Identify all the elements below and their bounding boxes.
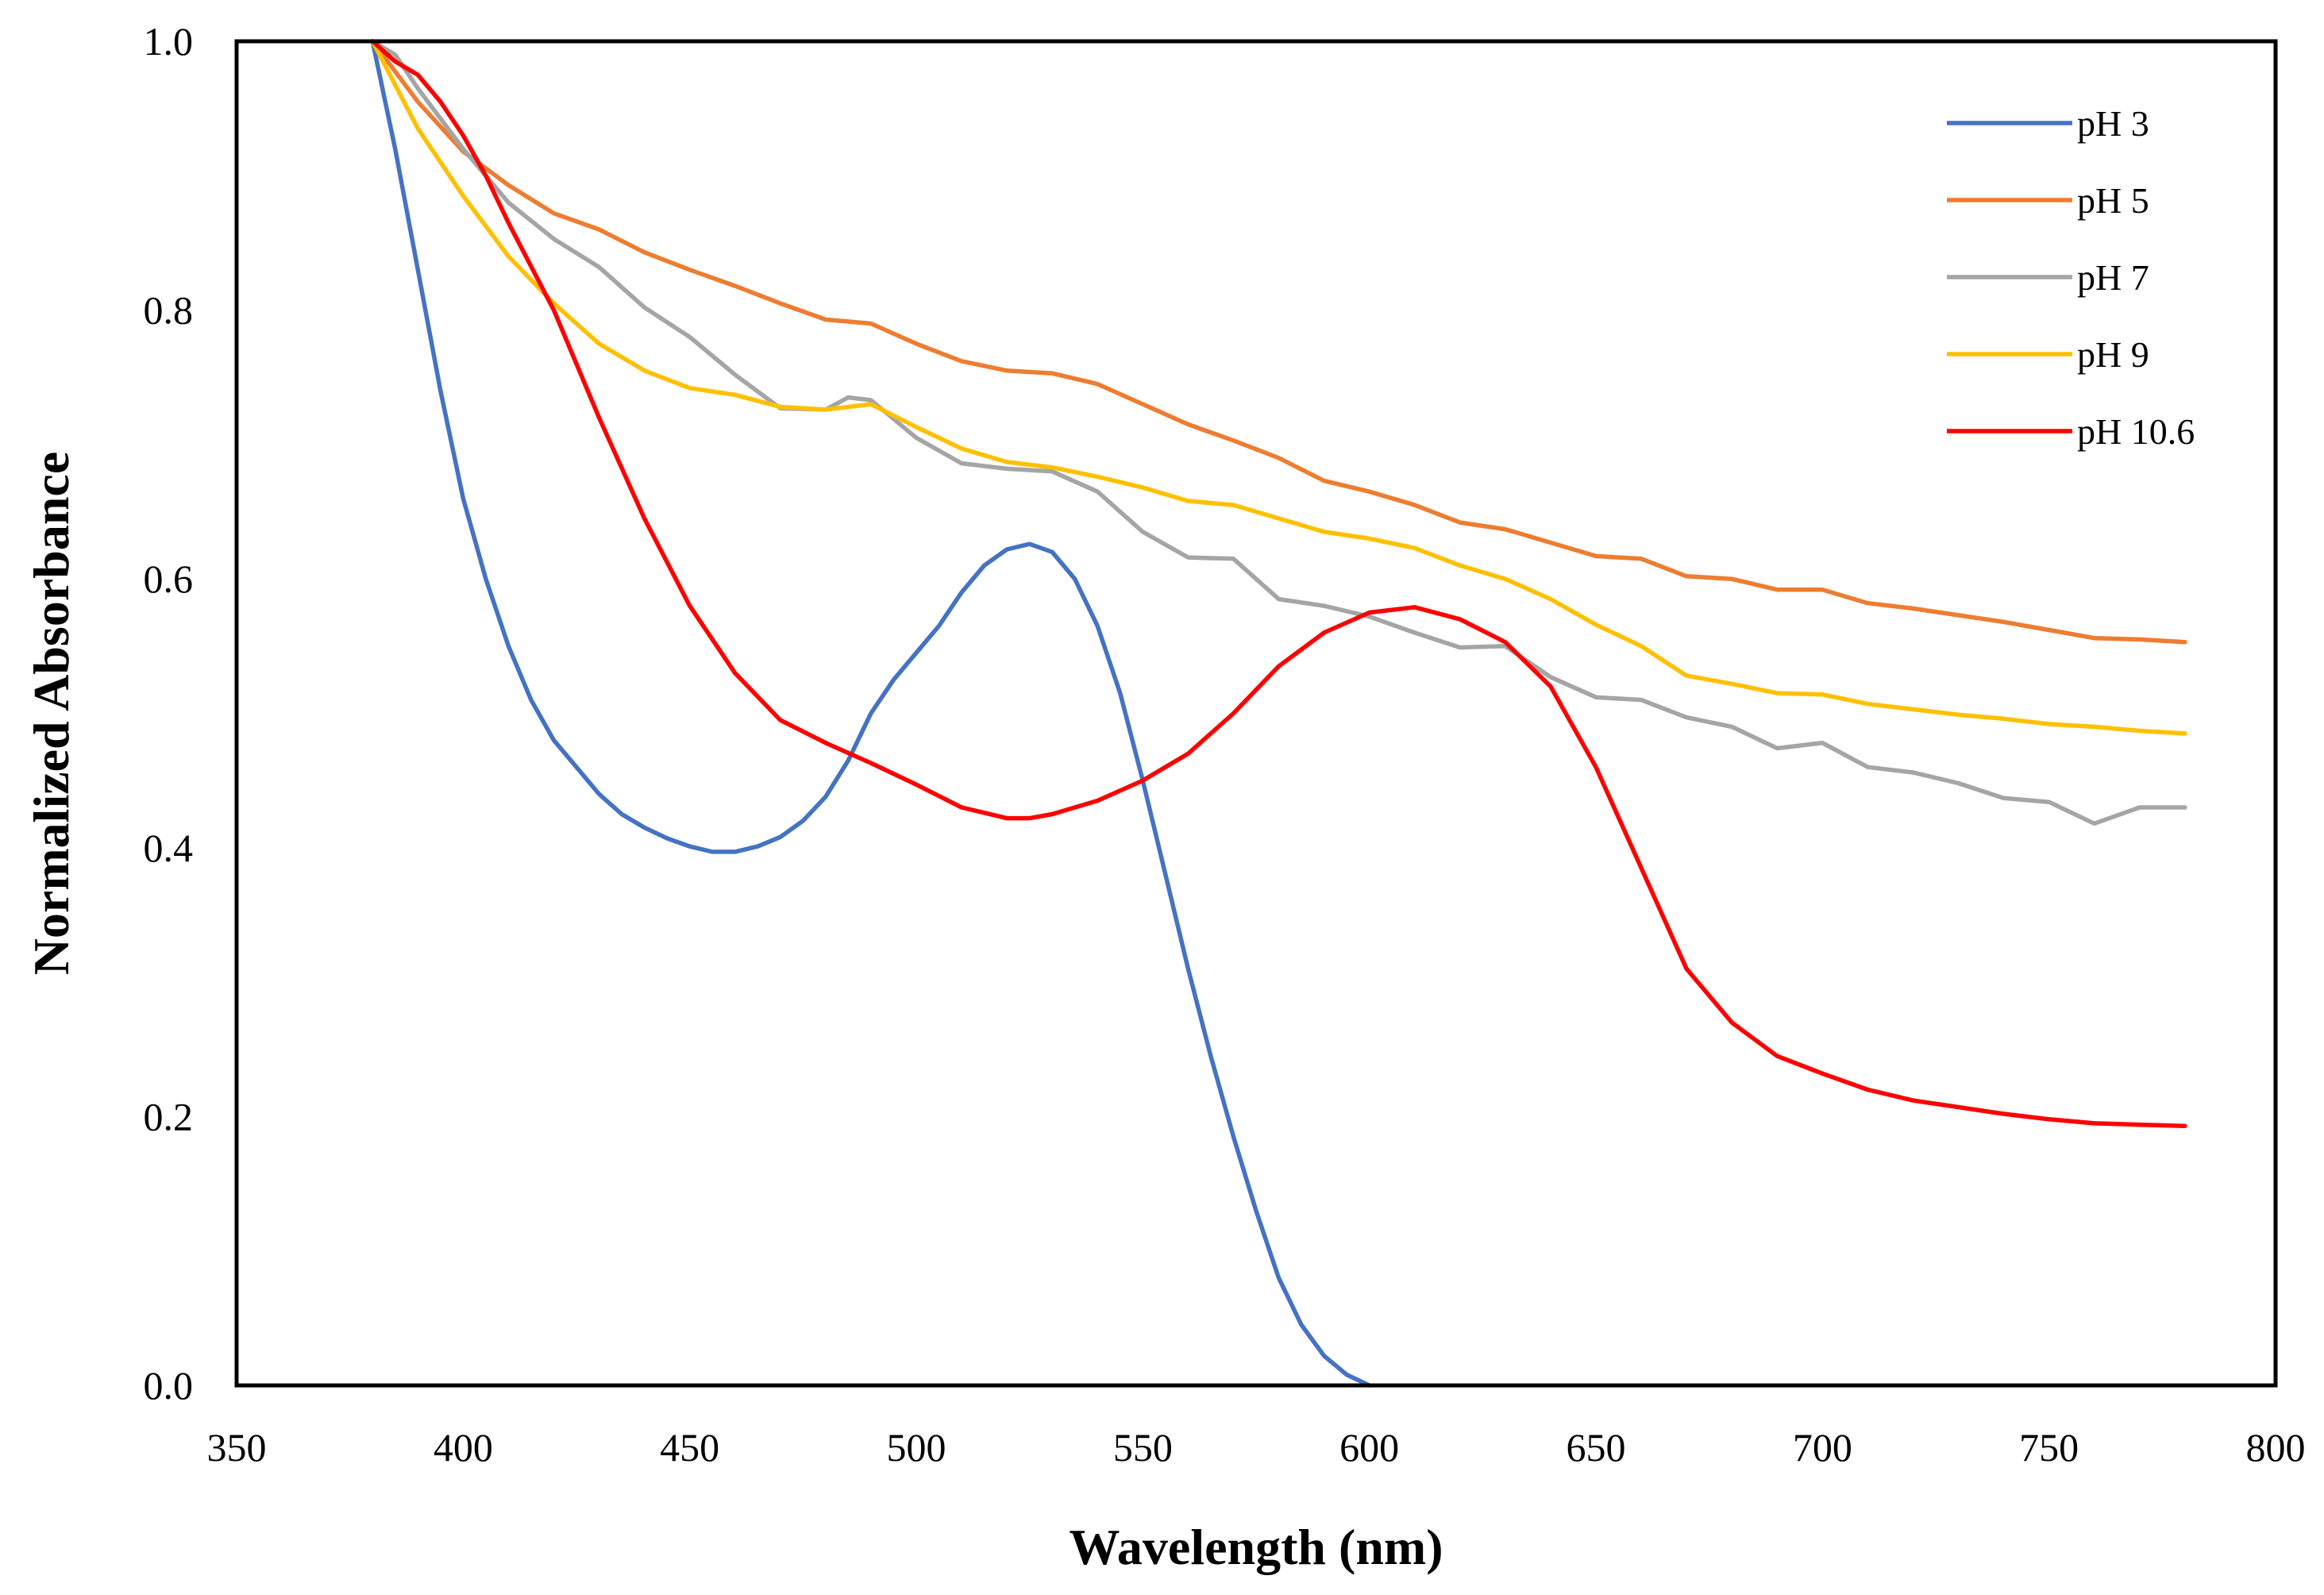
y-tick-label: 0.2 [144,1094,194,1138]
series-line-ph-7 [370,39,2187,826]
y-axis-ticks: 0.0 0.2 0.4 0.6 0.8 1.0 [144,19,194,1408]
y-tick-label: 0.4 [144,826,194,870]
legend-label: pH 3 [2077,103,2149,144]
x-axis-ticks: 350 400 450 500 550 600 650 700 750 800 [207,1425,2306,1470]
series-line-ph-10-6 [370,39,2187,1129]
y-axis-title: Normalized Absorbance [23,452,79,976]
legend: pH 3 pH 5 pH 7 pH 9 pH 10.6 [1947,103,2195,452]
series-line-ph-5 [370,39,2187,645]
y-tick-label: 0.8 [144,288,194,333]
x-tick-label: 400 [434,1425,493,1470]
x-tick-label: 550 [1113,1425,1173,1470]
x-tick-label: 700 [1793,1425,1852,1470]
legend-label: pH 9 [2077,334,2149,375]
y-tick-label: 1.0 [144,19,194,64]
legend-label: pH 7 [2077,257,2149,298]
series-line-ph-3 [370,39,1372,1388]
x-axis-title: Wavelength (nm) [1069,1519,1443,1575]
y-tick-label: 0.6 [144,557,194,601]
x-tick-label: 750 [2019,1425,2079,1470]
legend-label: pH 10.6 [2077,411,2195,452]
x-tick-label: 450 [660,1425,719,1470]
series-line-ph-9 [370,39,2187,736]
plot-area [370,39,2187,1388]
x-tick-label: 500 [887,1425,946,1470]
x-tick-label: 800 [2246,1425,2306,1470]
legend-label: pH 5 [2077,180,2149,221]
plot-frame [234,39,2278,1388]
x-tick-label: 650 [1567,1425,1626,1470]
y-tick-label: 0.0 [144,1363,194,1408]
x-tick-label: 600 [1339,1425,1399,1470]
x-tick-label: 350 [207,1425,267,1470]
